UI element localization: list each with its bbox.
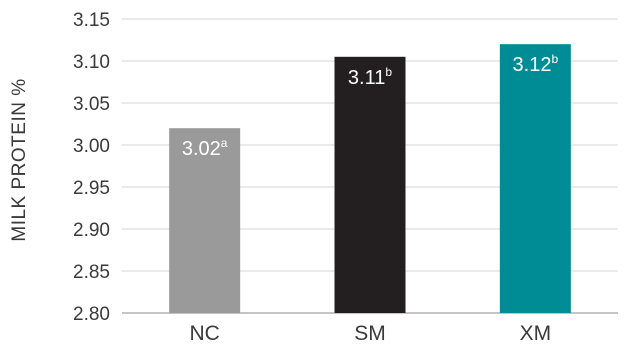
bar-sm <box>334 56 406 314</box>
x-axis-categories: NC SM XM <box>189 322 551 345</box>
data-label-xm: 3.12b <box>513 52 559 76</box>
y-tick-label: 2.80 <box>73 304 110 325</box>
data-label-sm: 3.11b <box>348 65 392 89</box>
y-tick-label: 3.00 <box>73 136 110 157</box>
y-tick-label: 2.90 <box>73 220 110 241</box>
y-tick-label: 2.85 <box>73 262 110 283</box>
y-tick-label: 3.10 <box>73 52 110 73</box>
y-axis-ticks: 2.80 2.85 2.90 2.95 3.00 3.05 3.10 3.15 <box>73 10 110 325</box>
data-label-nc: 3.02a <box>182 136 228 160</box>
x-category-label: NC <box>189 322 219 345</box>
x-category-label: XM <box>520 322 552 345</box>
data-labels: 3.02a 3.11b 3.12b <box>182 52 559 160</box>
bar-nc <box>169 128 241 313</box>
y-axis-label: MILK PROTEIN % <box>9 78 30 241</box>
bars <box>169 44 571 314</box>
y-tick-label: 2.95 <box>73 178 110 199</box>
y-tick-label: 3.15 <box>73 10 110 31</box>
bar-xm <box>499 44 571 313</box>
x-category-label: SM <box>354 322 386 345</box>
y-tick-label: 3.05 <box>73 94 110 115</box>
